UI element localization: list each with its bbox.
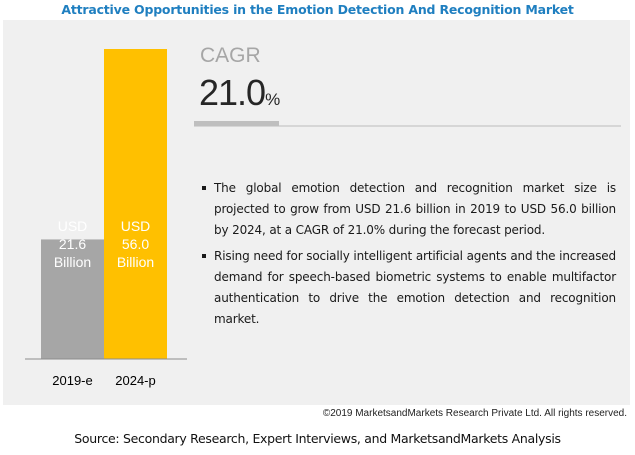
cagr-value: 21.0% (199, 72, 280, 114)
bar-data-label: Billion (54, 254, 91, 270)
x-tick-label: 2019-e (52, 373, 92, 388)
bullet-square-icon (202, 186, 206, 190)
key-point: Rising need for socially intelligent art… (202, 246, 616, 330)
cagr-number: 21.0 (199, 72, 266, 113)
key-point: The global emotion detection and recogni… (202, 178, 616, 241)
bar-2019-e (41, 239, 104, 359)
source-note: Source: Secondary Research, Expert Inter… (74, 431, 561, 446)
chart-title: Attractive Opportunities in the Emotion … (61, 2, 574, 17)
key-points-list: The global emotion detection and recogni… (202, 178, 616, 335)
bar-data-label: USD (121, 218, 151, 234)
cagr-divider (194, 125, 621, 127)
bar-2024-p (104, 49, 167, 359)
x-tick-label: 2024-p (115, 373, 155, 388)
copyright-notice: ©2019 MarketsandMarkets Research Private… (322, 408, 627, 419)
bar-data-label: 21.6 (59, 236, 86, 252)
cagr-divider-accent (194, 121, 279, 126)
bullet-square-icon (202, 254, 206, 258)
bar-data-label: USD (58, 218, 88, 234)
key-point-text: Rising need for socially intelligent art… (214, 249, 616, 326)
bar-data-label: 56.0 (122, 236, 149, 252)
cagr-unit: % (265, 90, 281, 109)
cagr-label: CAGR (200, 44, 261, 67)
key-point-text: The global emotion detection and recogni… (214, 181, 616, 237)
bar-data-label: Billion (117, 254, 154, 270)
